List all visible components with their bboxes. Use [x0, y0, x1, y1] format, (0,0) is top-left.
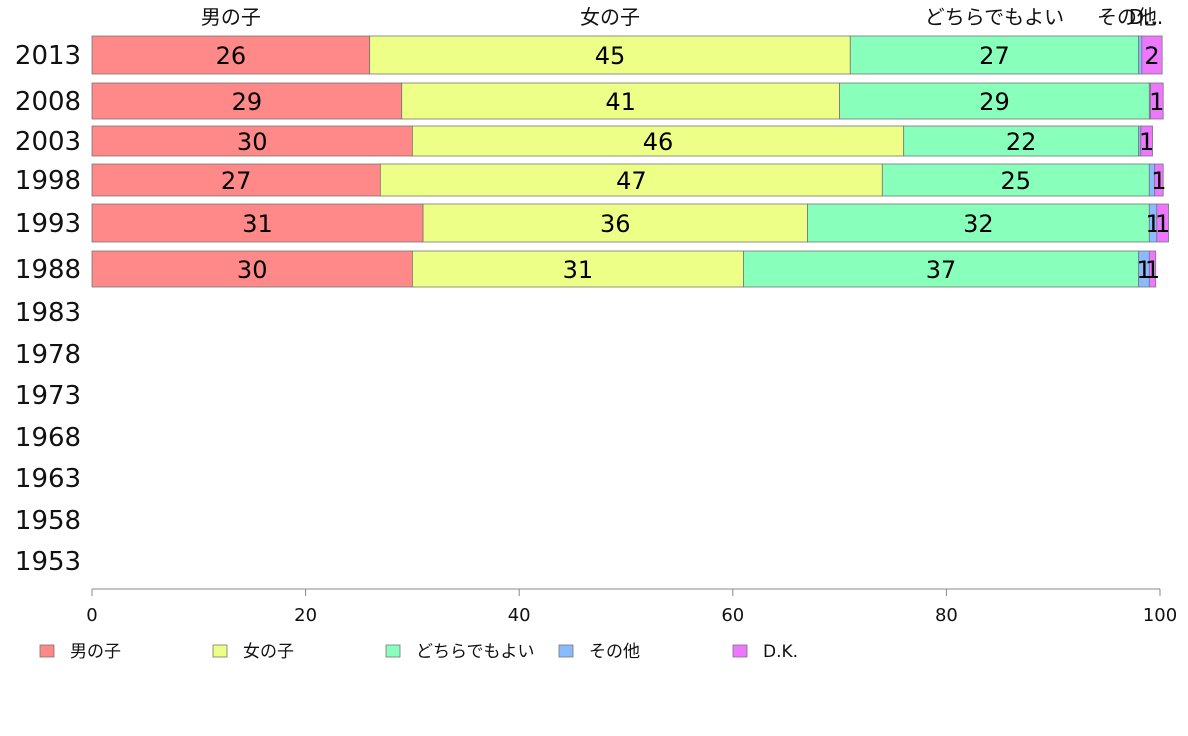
data-label: 32 — [963, 210, 994, 238]
data-label: 30 — [237, 256, 268, 284]
data-label: 45 — [595, 42, 626, 70]
year-label: 1983 — [15, 298, 81, 328]
x-tick-label: 80 — [935, 605, 958, 626]
bar-segment — [91, 203, 424, 243]
data-label: 2 — [1144, 42, 1159, 70]
bar-segment — [369, 35, 851, 75]
x-tick-label: 0 — [86, 605, 97, 626]
series-top-label: どちらでもよい — [925, 5, 1064, 29]
bar-segment — [1141, 35, 1163, 75]
data-label: 1 — [1145, 256, 1160, 284]
x-tick-label: 20 — [294, 605, 317, 626]
data-label: 31 — [242, 210, 273, 238]
data-label: 41 — [605, 88, 636, 116]
data-label: 1 — [1139, 128, 1154, 156]
legend-label: D.K. — [763, 642, 798, 662]
data-label: 29 — [979, 88, 1010, 116]
year-label: 1963 — [15, 464, 81, 494]
bar-segment — [1149, 82, 1164, 120]
legend-label: 男の子 — [70, 642, 121, 662]
year-label: 1968 — [15, 423, 81, 453]
bar-segment — [91, 163, 381, 197]
data-label: 37 — [926, 256, 957, 284]
legend-label: どちらでもよい — [416, 642, 535, 662]
year-label: 1978 — [15, 340, 81, 370]
data-label: 27 — [221, 167, 252, 195]
data-label: 26 — [216, 42, 247, 70]
legend-label: 女の子 — [243, 642, 294, 662]
series-top-label: 男の子 — [201, 5, 261, 29]
data-label: 47 — [616, 167, 647, 195]
data-label: 29 — [232, 88, 263, 116]
year-label: 2003 — [15, 127, 81, 157]
year-label: 2008 — [15, 87, 81, 117]
bar-segment — [411, 250, 744, 288]
data-label: 30 — [237, 128, 268, 156]
data-label: 27 — [979, 42, 1010, 70]
bar-segment — [91, 35, 371, 75]
year-label: 2013 — [15, 41, 81, 71]
bar-segment — [807, 203, 1150, 243]
data-label: 1 — [1151, 167, 1166, 195]
bar-segment — [379, 163, 883, 197]
data-label: 31 — [563, 256, 594, 284]
data-label: 46 — [643, 128, 674, 156]
bar-segment — [91, 82, 403, 120]
data-label: 25 — [1001, 167, 1032, 195]
year-label: 1998 — [15, 166, 81, 196]
bar-segment — [1138, 35, 1143, 75]
legend-swatch — [385, 644, 401, 658]
legend-label: その他 — [589, 642, 640, 662]
bar-segment — [91, 125, 413, 157]
bar-segment — [1148, 250, 1157, 288]
legend-swatch — [212, 644, 228, 658]
legend-swatch — [732, 644, 748, 658]
bar-segment — [839, 82, 1150, 120]
year-label: 1958 — [15, 506, 81, 536]
year-label: 1988 — [15, 255, 81, 285]
bar-segment — [1140, 125, 1153, 157]
x-tick-label: 100 — [1143, 605, 1177, 626]
data-label: 1 — [1136, 256, 1151, 284]
x-tick-label: 40 — [508, 605, 531, 626]
data-label: 1 — [1155, 210, 1170, 238]
series-top-label: その他 — [1097, 5, 1157, 29]
bar-segment — [91, 250, 413, 288]
bar-segment — [1154, 163, 1164, 197]
bar-segment — [1156, 203, 1169, 243]
bar-segment — [401, 82, 841, 120]
series-top-label: 女の子 — [580, 5, 640, 29]
year-label: 1973 — [15, 381, 81, 411]
legend-swatch — [558, 644, 574, 658]
data-label: 1 — [1149, 88, 1164, 116]
series-top-label: D... — [1129, 5, 1163, 29]
legend-swatch — [39, 644, 55, 658]
year-label: 1993 — [15, 209, 81, 239]
bar-segment — [411, 125, 905, 157]
bar-segment — [743, 250, 1140, 288]
data-label: 22 — [1006, 128, 1037, 156]
data-label: 36 — [600, 210, 631, 238]
bar-segment — [849, 35, 1140, 75]
bar-segment — [422, 203, 808, 243]
year-label: 1953 — [15, 547, 81, 577]
bar-segment — [881, 163, 1150, 197]
x-tick-label: 60 — [721, 605, 744, 626]
